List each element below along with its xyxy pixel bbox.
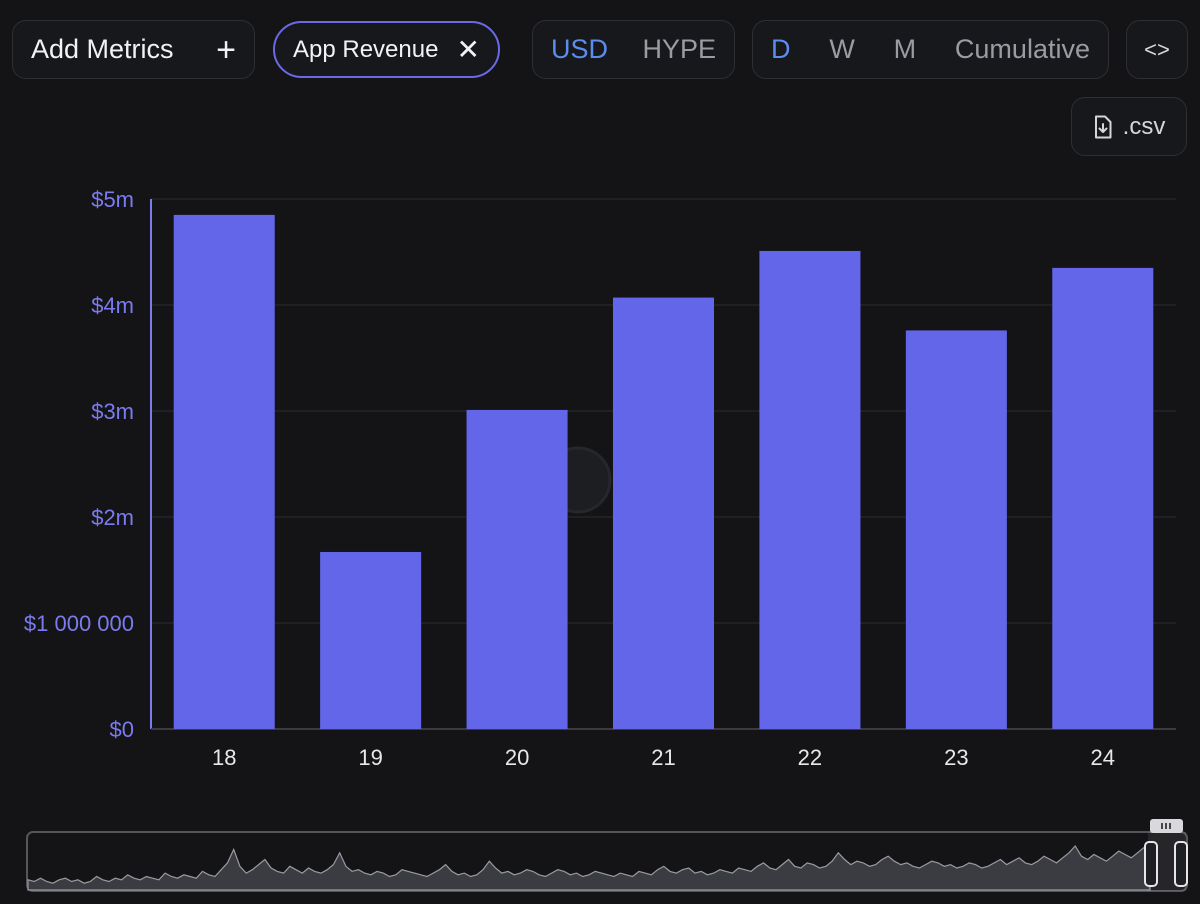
x-tick-label: 18	[212, 745, 236, 770]
csv-label: .csv	[1122, 112, 1166, 140]
y-tick-label: $1 000 000	[24, 611, 134, 636]
x-tick-label: 23	[944, 745, 968, 770]
plus-icon: +	[216, 30, 236, 69]
bar-day-23[interactable]	[905, 330, 1007, 729]
csv-download-button[interactable]: .csv	[1071, 97, 1187, 156]
bar-day-24[interactable]	[1052, 267, 1154, 729]
bar-day-20[interactable]	[466, 409, 568, 729]
brush-handle-right[interactable]	[1174, 841, 1188, 887]
period-option-day[interactable]: D	[771, 34, 791, 64]
overview-sparkline	[27, 845, 1151, 891]
currency-option-usd[interactable]: USD	[551, 34, 609, 64]
add-metrics-label: Add Metrics	[31, 34, 174, 64]
x-tick-label: 21	[651, 745, 675, 770]
y-tick-label: $4m	[91, 293, 134, 318]
range-brush[interactable]	[0, 815, 1200, 904]
add-metrics-button[interactable]: Add Metrics +	[12, 20, 255, 79]
y-tick-label: $3m	[91, 399, 134, 424]
metric-chip-app-revenue[interactable]: App Revenue ✕	[273, 21, 500, 78]
bar-day-21[interactable]	[612, 297, 715, 729]
x-tick-label: 19	[358, 745, 382, 770]
code-icon: <>	[1144, 36, 1170, 62]
bar-day-22[interactable]	[759, 250, 861, 729]
period-option-cumulative[interactable]: Cumulative	[954, 34, 1090, 64]
currency-option-hype[interactable]: HYPE	[642, 34, 716, 64]
y-tick-label: $0	[110, 717, 134, 742]
period-option-week[interactable]: W	[829, 34, 855, 64]
period-toggle: D W M Cumulative	[752, 20, 1109, 79]
bar-day-18[interactable]	[173, 214, 275, 729]
currency-toggle: USD HYPE	[532, 20, 735, 79]
x-tick-label: 24	[1091, 745, 1115, 770]
period-option-month[interactable]: M	[893, 34, 917, 64]
brush-handle-left[interactable]	[1144, 841, 1158, 887]
metric-chip-label: App Revenue	[293, 35, 439, 63]
file-download-icon	[1094, 115, 1112, 138]
y-tick-label: $5m	[91, 187, 134, 212]
x-tick-label: 22	[798, 745, 822, 770]
revenue-bar-chart: $0 $1 000 000 $2m $3m $4m $5m 18 19 20 21 22 23 24	[24, 187, 1176, 770]
x-tick-label: 20	[505, 745, 529, 770]
bar-day-19[interactable]	[320, 551, 422, 729]
y-tick-label: $2m	[91, 505, 134, 530]
close-icon[interactable]: ✕	[456, 33, 480, 65]
embed-button[interactable]: <>	[1126, 20, 1188, 79]
